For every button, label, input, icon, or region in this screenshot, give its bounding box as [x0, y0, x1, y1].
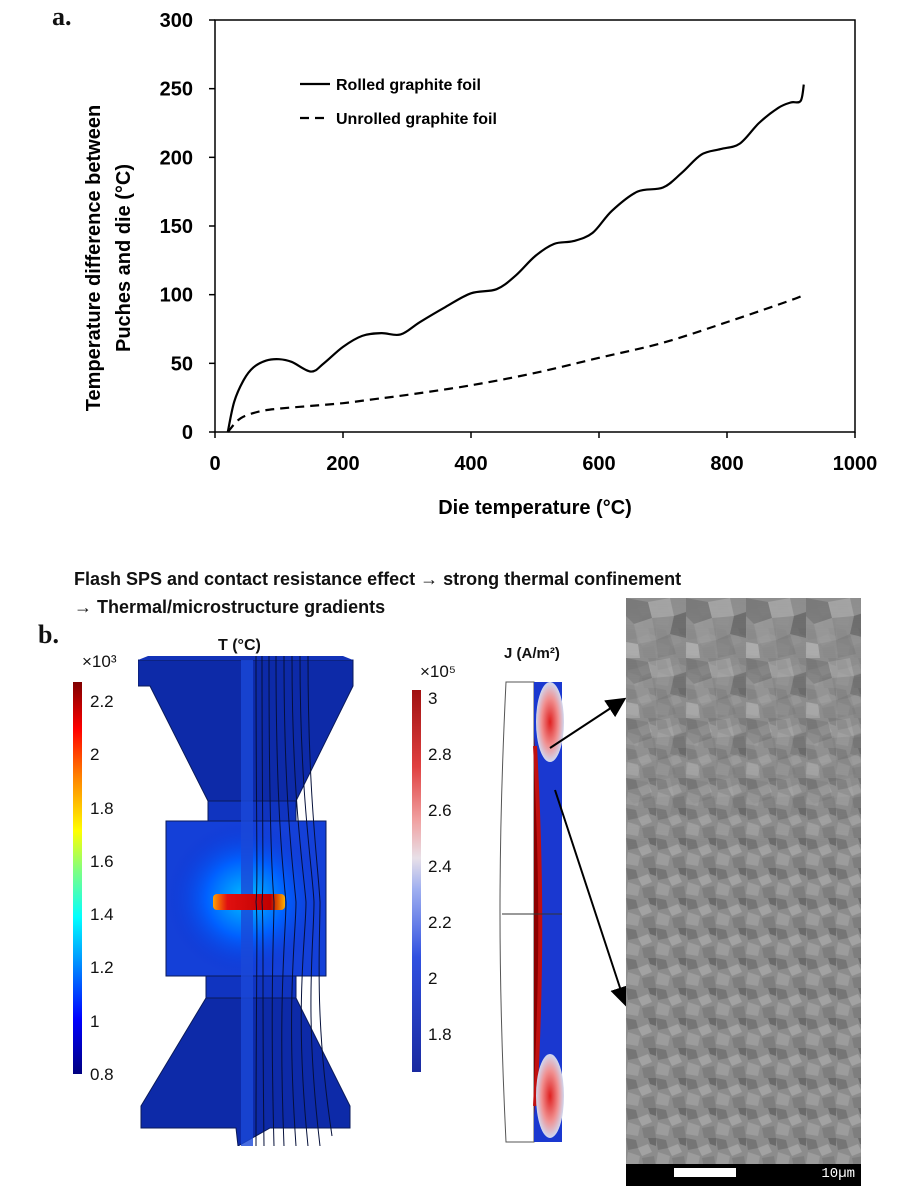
temperature-colorbar [73, 682, 82, 1074]
temperature-colorbar-multiplier: ×10³ [82, 652, 117, 671]
current-density-colorbar-tick: 2.6 [428, 801, 452, 820]
y-axis-label-line2: Puches and die (°C) [113, 164, 135, 352]
temperature-simulation-map [138, 656, 354, 1146]
y-tick-label: 150 [160, 216, 193, 238]
temperature-difference-chart: 0 200 400 600 800 1000 0 50 100 150 200 250 300 Roll… [83, 10, 878, 519]
temperature-colorbar-tick: 0.8 [90, 1065, 114, 1084]
grain-texture [626, 598, 861, 1164]
y-tick-label: 100 [160, 285, 193, 307]
sem-microstructure-image [626, 598, 861, 1164]
sem-scale-bar-strip: 10µm [626, 1164, 861, 1186]
panel-a-label: a. [52, 2, 72, 31]
y-tick-label: 50 [171, 353, 193, 375]
y-axis-label-line1: Temperature difference between [83, 105, 105, 411]
temperature-map-title: T (°C) [218, 637, 261, 654]
y-tick-label: 300 [160, 10, 193, 32]
series-line-rolled [226, 84, 805, 433]
x-tick-label: 800 [710, 453, 743, 475]
current-density-colorbar-tick: 2.2 [428, 913, 452, 932]
temperature-colorbar-tick: 2.2 [90, 692, 114, 711]
legend-label: Rolled graphite foil [336, 77, 481, 94]
y-tick-label: 250 [160, 79, 193, 101]
current-density-colorbar-tick: 3 [428, 689, 438, 708]
current-density-colorbar-tick: 2.8 [428, 745, 452, 764]
y-tick-label: 0 [182, 422, 193, 444]
scale-bar [674, 1168, 736, 1177]
panel-b-label: b. [38, 620, 59, 649]
temperature-colorbar-tick: 1.2 [90, 958, 114, 978]
y-tick-label: 200 [160, 147, 193, 169]
temperature-colorbar-tick: 1.6 [90, 851, 114, 871]
current-density-simulation-map [499, 681, 564, 1143]
plot-frame [214, 19, 856, 433]
temperature-colorbar-tick: 1 [90, 1011, 100, 1031]
current-density-colorbar-tick: 2 [428, 969, 438, 988]
temperature-colorbar-tick: 2 [90, 745, 100, 765]
current-density-map-title: J (A/m²) [504, 645, 560, 662]
scale-bar-label: 10µm [821, 1166, 855, 1182]
series-line-unrolled [226, 293, 805, 433]
legend-label: Unrolled graphite foil [336, 111, 497, 128]
caption-line-2: → Thermal/microstructure gradients [74, 597, 386, 617]
x-tick-label: 600 [582, 453, 615, 475]
x-tick-label: 1000 [833, 453, 878, 475]
current-density-colorbar-tick: 2.4 [428, 857, 452, 876]
x-tick-label: 400 [454, 453, 487, 475]
x-tick-label: 200 [326, 453, 359, 475]
x-axis-label: Die temperature (°C) [438, 497, 632, 519]
temperature-colorbar-tick: 1.8 [90, 798, 114, 818]
current-density-colorbar-tick: 1.8 [428, 1025, 452, 1044]
x-tick-label: 0 [209, 453, 220, 475]
temperature-colorbar-tick: 1.4 [90, 905, 114, 925]
caption-line-1: Flash SPS and contact resistance effect … [74, 569, 682, 589]
current-density-colorbar-multiplier: ×10⁵ [420, 662, 456, 681]
current-density-colorbar [412, 690, 421, 1072]
